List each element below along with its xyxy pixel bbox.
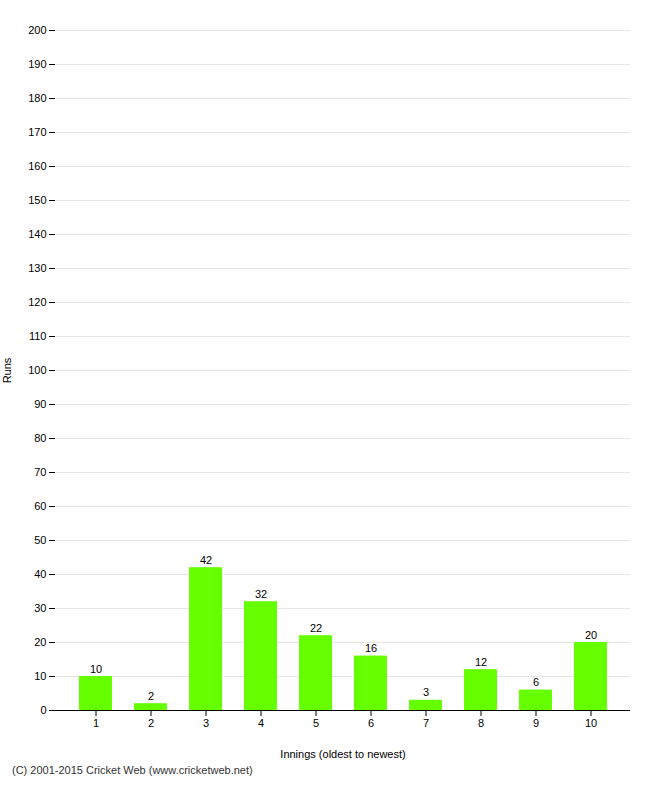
svg-text:150: 150 [28, 194, 46, 206]
svg-text:22: 22 [310, 622, 322, 634]
svg-text:50: 50 [34, 534, 46, 546]
svg-text:20: 20 [34, 636, 46, 648]
svg-text:3: 3 [423, 686, 429, 698]
svg-text:32: 32 [255, 588, 267, 600]
svg-text:5: 5 [313, 717, 319, 729]
svg-text:20: 20 [585, 629, 597, 641]
svg-text:Innings (oldest to newest): Innings (oldest to newest) [280, 748, 405, 760]
svg-text:140: 140 [28, 228, 46, 240]
svg-text:3: 3 [203, 717, 209, 729]
svg-text:10: 10 [585, 717, 597, 729]
svg-text:2: 2 [148, 690, 154, 702]
svg-text:90: 90 [34, 398, 46, 410]
svg-text:120: 120 [28, 296, 46, 308]
svg-text:2: 2 [148, 717, 154, 729]
svg-text:80: 80 [34, 432, 46, 444]
svg-text:60: 60 [34, 500, 46, 512]
svg-text:7: 7 [423, 717, 429, 729]
html-text:(C) 2001-2015 Cricket Web (www: (C) 2001-2015 Cricket Web (www.cricketwe… [12, 764, 253, 776]
svg-text:190: 190 [28, 58, 46, 70]
svg-text:Runs: Runs [1, 357, 13, 383]
svg-text:170: 170 [28, 126, 46, 138]
svg-text:9: 9 [533, 717, 539, 729]
svg-text:6: 6 [533, 676, 539, 688]
svg-text:6: 6 [368, 717, 374, 729]
svg-text:70: 70 [34, 466, 46, 478]
svg-text:12: 12 [475, 656, 487, 668]
svg-text:40: 40 [34, 568, 46, 580]
svg-text:130: 130 [28, 262, 46, 274]
svg-text:200: 200 [28, 24, 46, 36]
svg-text:110: 110 [29, 330, 47, 342]
svg-text:0: 0 [40, 704, 46, 716]
svg-text:30: 30 [34, 602, 46, 614]
svg-text:10: 10 [34, 670, 46, 682]
svg-text:4: 4 [258, 717, 264, 729]
svg-text:42: 42 [200, 554, 212, 566]
svg-text:10: 10 [90, 663, 102, 675]
svg-text:180: 180 [28, 92, 46, 104]
svg-text:100: 100 [28, 364, 46, 376]
svg-text:16: 16 [365, 642, 377, 654]
svg-text:1: 1 [93, 717, 99, 729]
svg-text:8: 8 [478, 717, 484, 729]
svg-text:160: 160 [28, 160, 46, 172]
